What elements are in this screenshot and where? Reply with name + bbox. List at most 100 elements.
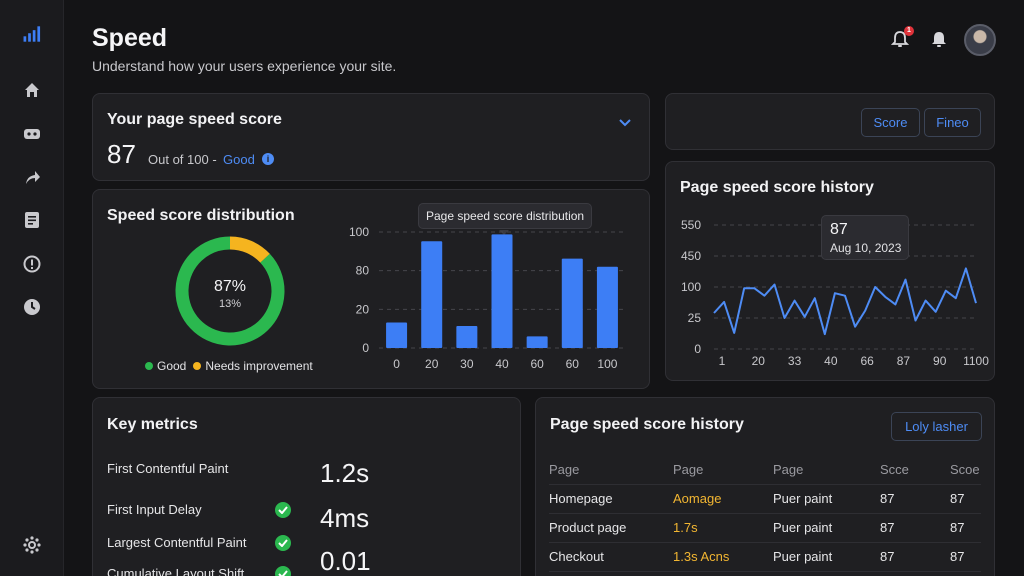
x-tick-label: 30 bbox=[460, 357, 474, 371]
key-metrics-title: Key metrics bbox=[107, 416, 198, 433]
gamepad-icon[interactable] bbox=[22, 124, 42, 144]
table-cell: Aomage bbox=[673, 491, 722, 506]
bar bbox=[386, 322, 408, 348]
history-table-title: Page speed score history bbox=[550, 416, 744, 433]
x-tick-label: 40 bbox=[495, 357, 509, 371]
table-header-cell[interactable]: Page bbox=[773, 462, 804, 477]
history-table-card: Page speed score history Loly lasher bbox=[535, 397, 995, 576]
distribution-title: Speed score distribution bbox=[107, 207, 295, 224]
table-divider bbox=[549, 513, 981, 514]
bar bbox=[421, 241, 443, 348]
table-cell: 87 bbox=[880, 491, 895, 506]
score-value: 87 bbox=[107, 139, 136, 169]
table-cell: 87 bbox=[880, 520, 895, 535]
x-tick-label: 87 bbox=[897, 354, 911, 368]
bar bbox=[526, 336, 548, 348]
metric-label: Cumulative Layout Shift bbox=[107, 566, 245, 576]
table-cell: Checkout bbox=[549, 549, 604, 564]
x-tick-label: 33 bbox=[788, 354, 802, 368]
y-tick-label: 20 bbox=[356, 302, 370, 316]
score-card: Your page speed score 87 Out of 100 - Go… bbox=[92, 93, 650, 181]
table-cell: 87 bbox=[950, 520, 965, 535]
page-subtitle: Understand how your users experience you… bbox=[92, 58, 397, 74]
table-cell: 1.3s Acns bbox=[673, 549, 730, 564]
check-circle-icon bbox=[275, 566, 291, 576]
metric-label: First Input Delay bbox=[107, 502, 202, 517]
y-tick-label: 0 bbox=[362, 341, 369, 355]
view-toggle-card: Score Fineo bbox=[665, 93, 995, 150]
score-rating[interactable]: Good bbox=[223, 152, 255, 167]
bar-chart: 0 20 80 100 0 20 30 40 60 60 100 bbox=[349, 225, 625, 371]
bell-button[interactable] bbox=[928, 28, 950, 50]
key-metrics-card: Key metrics bbox=[92, 397, 521, 576]
donut-chart bbox=[175, 236, 285, 346]
donut-legend: Good Needs improvement bbox=[145, 359, 313, 373]
score-button[interactable]: Score bbox=[861, 108, 920, 137]
y-tick-label: 25 bbox=[688, 311, 702, 325]
bar bbox=[561, 258, 583, 348]
home-icon[interactable] bbox=[22, 80, 42, 100]
bar bbox=[456, 325, 478, 348]
x-tick-label: 66 bbox=[860, 354, 874, 368]
y-tick-label: 550 bbox=[681, 218, 701, 232]
x-tick-label: 20 bbox=[752, 354, 766, 368]
history-chart-title: Page speed score history bbox=[680, 179, 874, 196]
metric-value: 1.2s bbox=[320, 458, 370, 488]
loly-lasher-button[interactable]: Loly lasher bbox=[891, 412, 982, 441]
needs-legend-swatch bbox=[193, 362, 202, 370]
chevron-down-icon[interactable] bbox=[619, 114, 631, 132]
bar bbox=[491, 234, 513, 348]
clock-icon[interactable] bbox=[22, 297, 42, 317]
x-tick-label: 40 bbox=[824, 354, 838, 368]
alert-circle-icon[interactable] bbox=[22, 254, 42, 274]
x-tick-label: 100 bbox=[597, 357, 617, 371]
table-cell: Homepage bbox=[549, 491, 613, 506]
line-chart: 0 25 100 450 550 1 20 33 40 66 87 90 1100 bbox=[681, 218, 989, 368]
x-tick-label: 1100 bbox=[963, 354, 989, 368]
table-header-cell[interactable]: Page bbox=[673, 462, 704, 477]
avatar[interactable] bbox=[964, 24, 996, 56]
good-legend-swatch bbox=[145, 362, 153, 370]
legend-needs-label: Needs improvement bbox=[205, 359, 313, 373]
table-cell: 87 bbox=[950, 491, 965, 506]
table-cell: Puer paint bbox=[773, 549, 833, 564]
table-divider bbox=[549, 484, 981, 485]
table-cell: Product page bbox=[549, 520, 627, 535]
y-tick-label: 100 bbox=[349, 225, 369, 239]
page-title: Speed bbox=[92, 24, 168, 52]
tooltip-pointer bbox=[499, 230, 509, 235]
score-card-title: Your page speed score bbox=[107, 111, 282, 128]
settings-gear-icon[interactable] bbox=[22, 535, 42, 555]
bar-chart-logo-icon[interactable] bbox=[22, 24, 42, 44]
sidebar bbox=[0, 0, 64, 576]
x-tick-label: 60 bbox=[530, 357, 544, 371]
y-tick-label: 80 bbox=[356, 264, 370, 278]
y-tick-label: 0 bbox=[694, 342, 701, 356]
metric-value: 0.01 bbox=[320, 546, 371, 576]
y-tick-label: 100 bbox=[681, 280, 701, 294]
bell-icon bbox=[932, 32, 946, 47]
x-tick-label: 20 bbox=[425, 357, 439, 371]
metric-label: First Contentful Paint bbox=[107, 461, 229, 476]
table-cell: 87 bbox=[950, 549, 965, 564]
donut-needs-segment bbox=[175, 236, 285, 346]
notification-bell-button[interactable]: 1 bbox=[889, 26, 914, 50]
fineo-button[interactable]: Fineo bbox=[924, 108, 981, 137]
metric-value: 4ms bbox=[320, 503, 370, 533]
check-circle-icon bbox=[275, 502, 291, 518]
document-icon[interactable] bbox=[22, 210, 42, 230]
table-divider bbox=[549, 542, 981, 543]
score-out-of: Out of 100 - bbox=[148, 152, 217, 167]
share-arrow-icon[interactable] bbox=[22, 168, 42, 188]
x-tick-label: 0 bbox=[393, 357, 400, 371]
table-divider bbox=[549, 571, 981, 572]
line-chart-tooltip: 87 Aug 10, 2023 bbox=[821, 215, 909, 260]
bell-icon bbox=[891, 31, 909, 47]
table-header-cell[interactable]: Page bbox=[549, 462, 580, 477]
info-icon[interactable]: i bbox=[262, 153, 274, 165]
table-header-cell[interactable]: Scoe bbox=[950, 462, 980, 477]
table-header-cell[interactable]: Scce bbox=[880, 462, 909, 477]
x-tick-label: 1 bbox=[719, 354, 726, 368]
table-cell: Puer paint bbox=[773, 491, 833, 506]
series-line bbox=[713, 267, 977, 336]
